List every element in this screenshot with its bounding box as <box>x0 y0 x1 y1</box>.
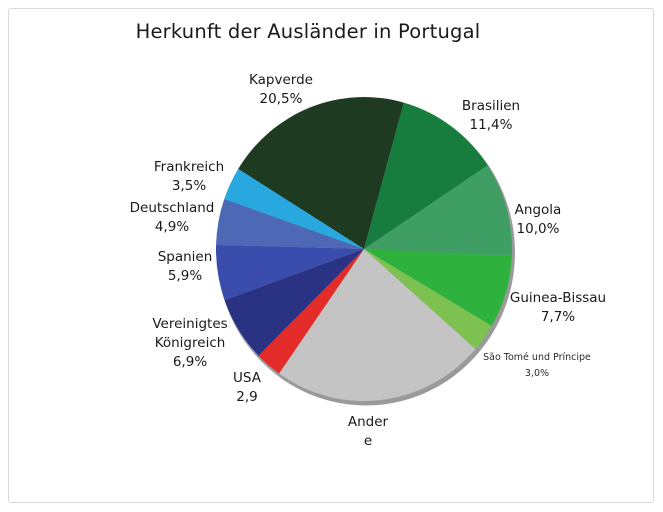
slice-label-frankreich-name: Frankreich <box>153 159 225 175</box>
pie-slice-brasilien <box>364 102 488 249</box>
slice-label-sao-tome-und-principe-name: São Tomé und Príncipe <box>483 352 591 363</box>
slice-label-kapverde-name: Kapverde <box>249 72 313 88</box>
pie-slice-vereinigtes-koenigreich <box>224 249 364 356</box>
slice-label-angola: Angola 10,0% <box>515 201 562 239</box>
slice-label-usa: USA 2,9 <box>233 369 261 407</box>
slice-label-brasilien-name: Brasilien <box>461 98 521 114</box>
slice-label-vereinigtes-koenigreich-value: 6,9% <box>172 354 208 370</box>
chart-title: Herkunft der Ausländer in Portugal <box>135 20 481 43</box>
pie-slice-deutschland <box>216 199 364 249</box>
slice-label-frankreich-value: 3,5% <box>171 178 207 194</box>
slice-label-spanien-name: Spanien <box>157 249 213 265</box>
slice-label-deutschland: Deutschland 4,9% <box>130 199 215 237</box>
slice-label-kapverde: Kapverde 20,5% <box>249 71 313 109</box>
pie-slice-frankreich <box>224 168 364 249</box>
slice-label-sao-tome-und-principe: São Tomé und Príncipe 3,0% <box>483 350 591 382</box>
slice-label-frankreich: Frankreich 3,5% <box>154 158 224 196</box>
slice-label-kapverde-value: 20,5% <box>259 91 303 107</box>
slice-label-angola-name: Angola <box>514 202 562 218</box>
slice-label-spanien-value: 5,9% <box>167 268 203 284</box>
pie-slice-angola <box>364 165 512 256</box>
pie-slice-usa <box>258 249 364 374</box>
slice-label-brasilien-value: 11,4% <box>469 117 513 133</box>
slice-label-andere: Ander e <box>348 413 388 451</box>
slice-label-brasilien: Brasilien 11,4% <box>462 97 520 135</box>
slice-label-vereinigtes-koenigreich-name: Königreich <box>154 335 226 351</box>
pie-slice-sao-tome-und-principe <box>364 249 492 350</box>
slice-label-angola-value: 10,0% <box>516 221 560 237</box>
slice-label-guinea-bissau: Guinea-Bissau 7,7% <box>510 289 606 327</box>
slice-label-guinea-bissau-value: 7,7% <box>540 309 576 325</box>
slice-label-spanien: Spanien 5,9% <box>158 248 213 286</box>
slice-label-vereinigtes-koenigreich: Vereinigtes Königreich 6,9% <box>152 315 227 372</box>
slice-label-vereinigtes-koenigreich-name: Vereinigtes <box>152 316 228 332</box>
pie-slice-spanien <box>215 244 364 301</box>
pie-slice-andere <box>279 249 476 401</box>
pie-slice-guinea-bissau <box>364 249 512 326</box>
pie-slice-kapverde <box>238 97 404 249</box>
slice-label-deutschland-name: Deutschland <box>129 200 215 216</box>
slice-label-deutschland-value: 4,9% <box>154 219 190 235</box>
slice-label-usa-name: USA <box>233 370 261 386</box>
slice-label-sao-tome-und-principe-value: 3,0% <box>524 368 550 379</box>
slice-label-guinea-bissau-name: Guinea-Bissau <box>509 290 607 306</box>
slice-label-usa-value: 2,9 <box>236 389 258 405</box>
slice-label-andere-name: Ander <box>347 414 389 430</box>
slice-label-andere-name: e <box>363 433 373 449</box>
